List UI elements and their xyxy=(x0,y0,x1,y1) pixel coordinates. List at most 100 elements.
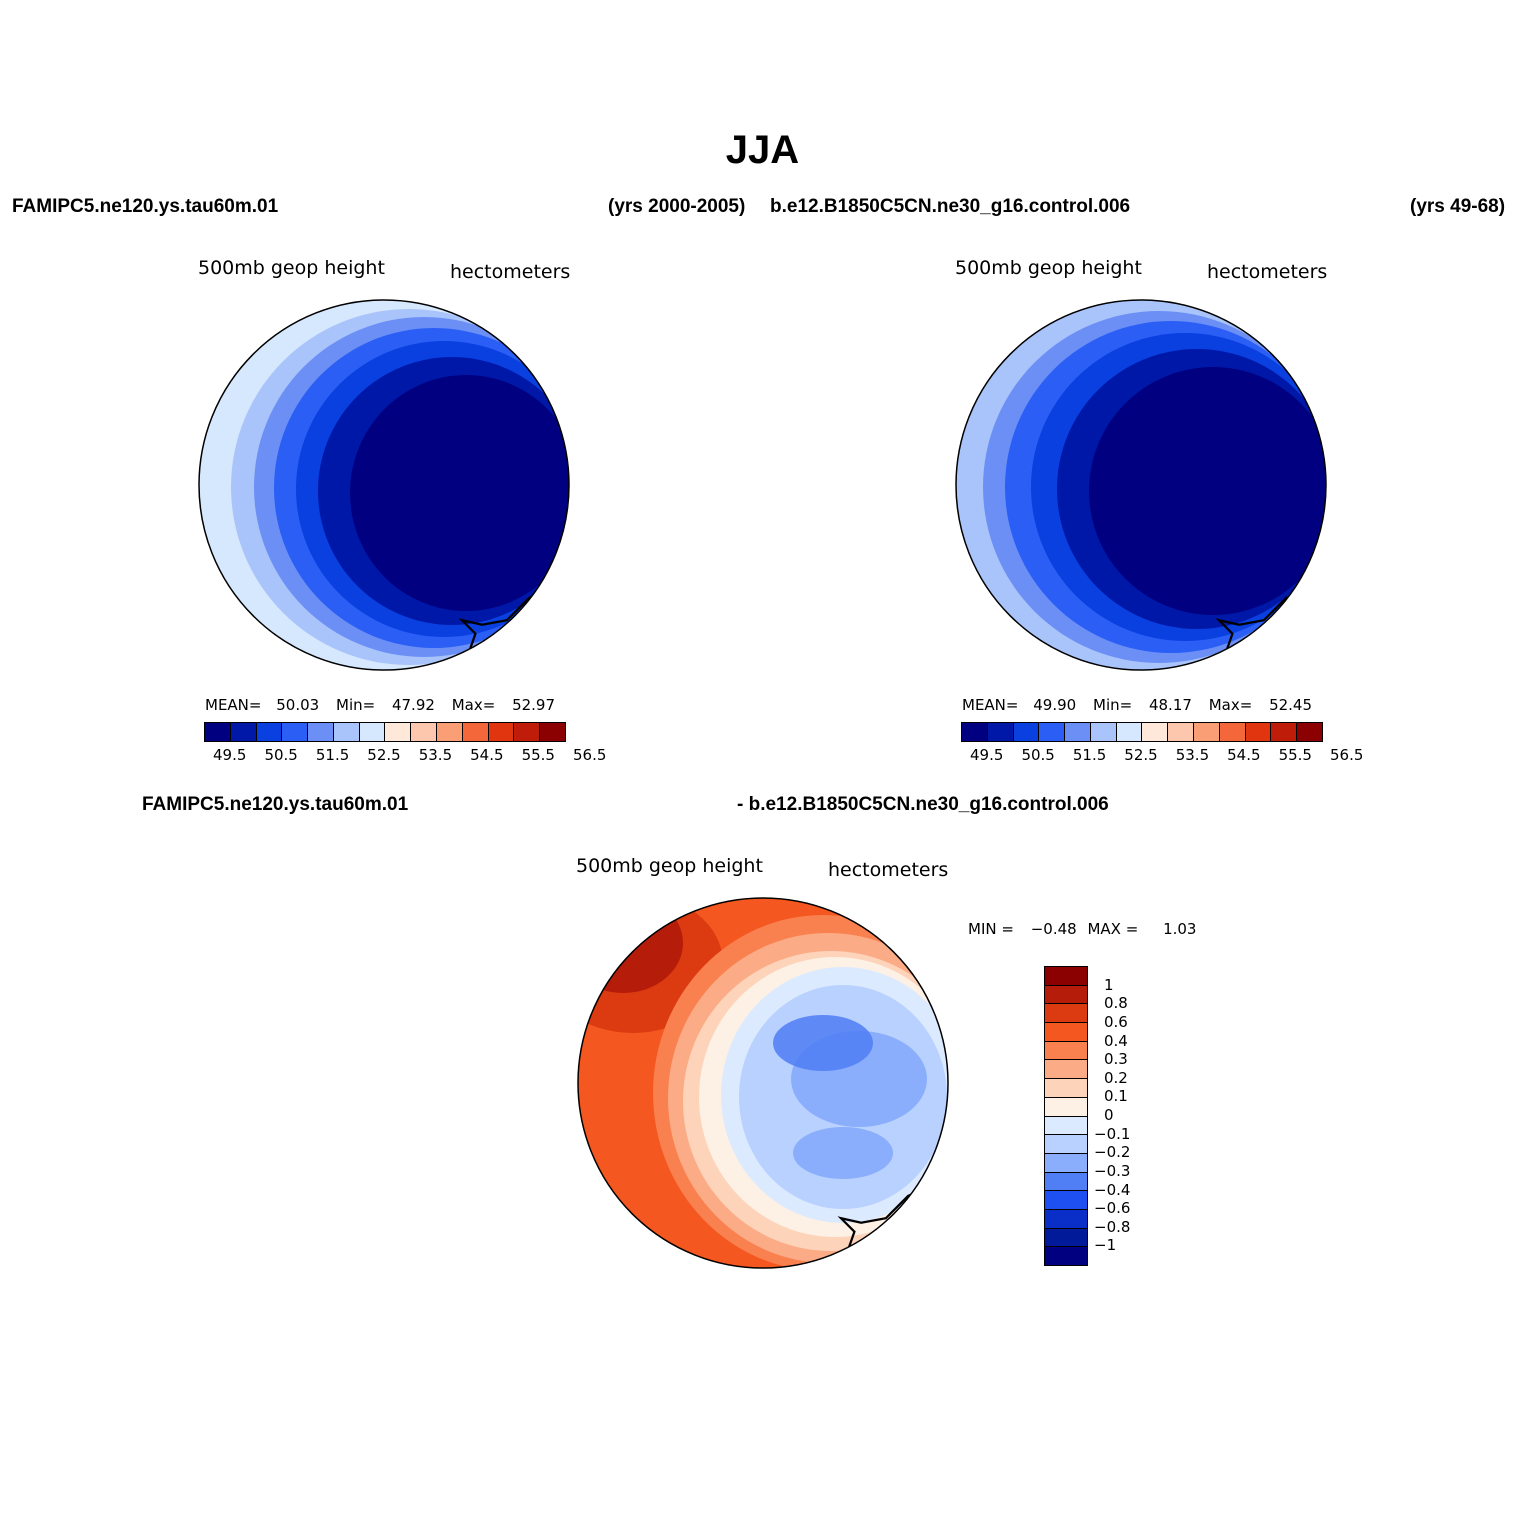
colorbar-swatch xyxy=(540,723,565,741)
colorbar-swatch xyxy=(385,723,412,741)
colorbar-tick-label: 0.8 xyxy=(1104,994,1128,1013)
colorbar-swatch xyxy=(308,723,334,741)
colorbar-tick-label: 49.5 xyxy=(970,746,1004,764)
colorbar-tick-label: 51.5 xyxy=(1072,746,1107,764)
colorbar-tick-label: 56.5 xyxy=(1330,746,1364,764)
right-case-name: b.e12.B1850C5CN.ne30_g16.control.006 xyxy=(770,196,1131,217)
colorbar-swatch xyxy=(1045,1079,1087,1098)
colorbar-tick-label: 55.5 xyxy=(1278,746,1312,764)
colorbar-swatch xyxy=(987,723,1014,741)
diff-max-value: 1.03 xyxy=(1163,920,1197,938)
panel-2-colorbar xyxy=(961,722,1323,742)
colorbar-swatch xyxy=(1045,1153,1087,1173)
max-label: Max= xyxy=(451,696,496,714)
colorbar-tick-label: −0.1 xyxy=(1094,1124,1131,1143)
figure-title: JJA xyxy=(725,128,800,172)
colorbar-swatch xyxy=(514,723,541,741)
colorbar-tick-label: 1 xyxy=(1104,975,1114,994)
diff-colorbar-ticks: 1 0.8 0.6 0.4 0.3 0.2 0.1 0 −0.1 −0.2 −0.3 −0.4 −0.6… xyxy=(1094,966,1154,1264)
colorbar-swatch xyxy=(205,723,231,741)
colorbar-swatch xyxy=(256,723,283,741)
left-case-name: FAMIPC5.ne120.ys.tau60m.01 xyxy=(12,196,279,217)
colorbar-swatch xyxy=(333,723,360,741)
colorbar-tick-label: 50.5 xyxy=(264,746,298,764)
colorbar-swatch xyxy=(1045,1228,1087,1248)
panel-1-variable: 500mb geop height xyxy=(198,257,385,279)
colorbar-swatch xyxy=(1297,723,1322,741)
colorbar-swatch xyxy=(1116,723,1143,741)
min-value: 48.17 xyxy=(1148,696,1192,714)
colorbar-swatch xyxy=(962,723,988,741)
colorbar-tick-label: 56.5 xyxy=(573,746,607,764)
colorbar-swatch xyxy=(411,723,438,741)
colorbar-swatch xyxy=(1039,723,1066,741)
colorbar-swatch xyxy=(488,723,515,741)
colorbar-swatch xyxy=(1045,1209,1087,1229)
min-label: Min= xyxy=(336,696,376,714)
diff-units: hectometers xyxy=(828,859,949,881)
colorbar-tick-label: 52.5 xyxy=(1124,746,1158,764)
colorbar-swatch xyxy=(1271,723,1298,741)
colorbar-tick-label: −0.3 xyxy=(1094,1161,1131,1180)
colorbar-swatch xyxy=(1142,723,1169,741)
colorbar-swatch xyxy=(1045,1172,1087,1192)
diff-polar-map xyxy=(577,897,949,1269)
colorbar-swatch xyxy=(1045,1135,1087,1154)
colorbar-swatch xyxy=(1045,1041,1087,1061)
diff-min-value: −0.48 xyxy=(1030,920,1077,938)
colorbar-tick-label: 50.5 xyxy=(1021,746,1055,764)
panel-1-units: hectometers xyxy=(450,261,571,283)
colorbar-tick-label: 0.1 xyxy=(1104,1087,1128,1106)
colorbar-swatch xyxy=(1245,723,1272,741)
colorbar-tick-label: 0 xyxy=(1104,1106,1114,1124)
colorbar-swatch xyxy=(1045,1023,1087,1042)
colorbar-swatch xyxy=(1045,967,1087,986)
colorbar-tick-label: 54.5 xyxy=(1227,746,1261,764)
colorbar-tick-label: 53.5 xyxy=(1175,746,1210,764)
colorbar-swatch xyxy=(230,723,257,741)
colorbar-swatch xyxy=(1194,723,1220,741)
colorbar-swatch xyxy=(1045,985,1087,1005)
mean-value: 50.03 xyxy=(276,696,320,714)
colorbar-swatch xyxy=(1013,723,1040,741)
colorbar-tick-label: 55.5 xyxy=(521,746,555,764)
colorbar-swatch xyxy=(462,723,489,741)
colorbar-swatch xyxy=(1045,1116,1087,1136)
colorbar-swatch xyxy=(1045,1060,1087,1080)
right-case-years: (yrs 49-68) xyxy=(1410,196,1506,217)
colorbar-tick-label: 52.5 xyxy=(367,746,401,764)
panel-1-colorbar xyxy=(204,722,566,742)
colorbar-tick-label: 0.2 xyxy=(1104,1068,1128,1087)
max-value: 52.45 xyxy=(1269,696,1313,714)
diff-min-label: MIN = xyxy=(968,920,1014,938)
colorbar-swatch xyxy=(1045,1097,1087,1117)
diff-max-label: MAX = xyxy=(1087,920,1139,938)
panel-2-stats: MEAN= 49.90 Min= 48.17 Max= 52.45 xyxy=(962,696,1312,714)
max-label: Max= xyxy=(1208,696,1253,714)
colorbar-swatch xyxy=(282,723,309,741)
max-value: 52.97 xyxy=(512,696,556,714)
panel-2-units: hectometers xyxy=(1207,261,1328,283)
colorbar-swatch xyxy=(1168,723,1195,741)
diff-left-case: FAMIPC5.ne120.ys.tau60m.01 xyxy=(142,794,409,815)
min-label: Min= xyxy=(1093,696,1133,714)
panel-1-stats: MEAN= 50.03 Min= 47.92 Max= 52.97 xyxy=(205,696,555,714)
colorbar-tick-label: 49.5 xyxy=(213,746,247,764)
colorbar-tick-label: −0.6 xyxy=(1094,1199,1131,1218)
colorbar-swatch xyxy=(437,723,463,741)
mean-value: 49.90 xyxy=(1033,696,1077,714)
diff-right-case: - b.e12.B1850C5CN.ne30_g16.control.006 xyxy=(737,794,1109,815)
panel-2-polar-map xyxy=(955,299,1327,671)
colorbar-tick-label: 54.5 xyxy=(470,746,504,764)
colorbar-swatch xyxy=(1065,723,1091,741)
panel-1-colorbar-ticks: 49.5 50.5 51.5 52.5 53.5 54.5 55.5 56.5 xyxy=(204,746,606,766)
colorbar-tick-label: −0.8 xyxy=(1094,1217,1131,1236)
colorbar-swatch xyxy=(1219,723,1246,741)
colorbar-swatch xyxy=(359,723,386,741)
diff-minmax: MIN = −0.48 MAX = 1.03 xyxy=(968,920,1196,938)
panel-2-variable: 500mb geop height xyxy=(955,257,1142,279)
colorbar-swatch xyxy=(1045,1004,1087,1024)
mean-label: MEAN= xyxy=(962,696,1019,714)
colorbar-swatch xyxy=(1045,1247,1087,1265)
panel-1-polar-map xyxy=(198,299,570,671)
